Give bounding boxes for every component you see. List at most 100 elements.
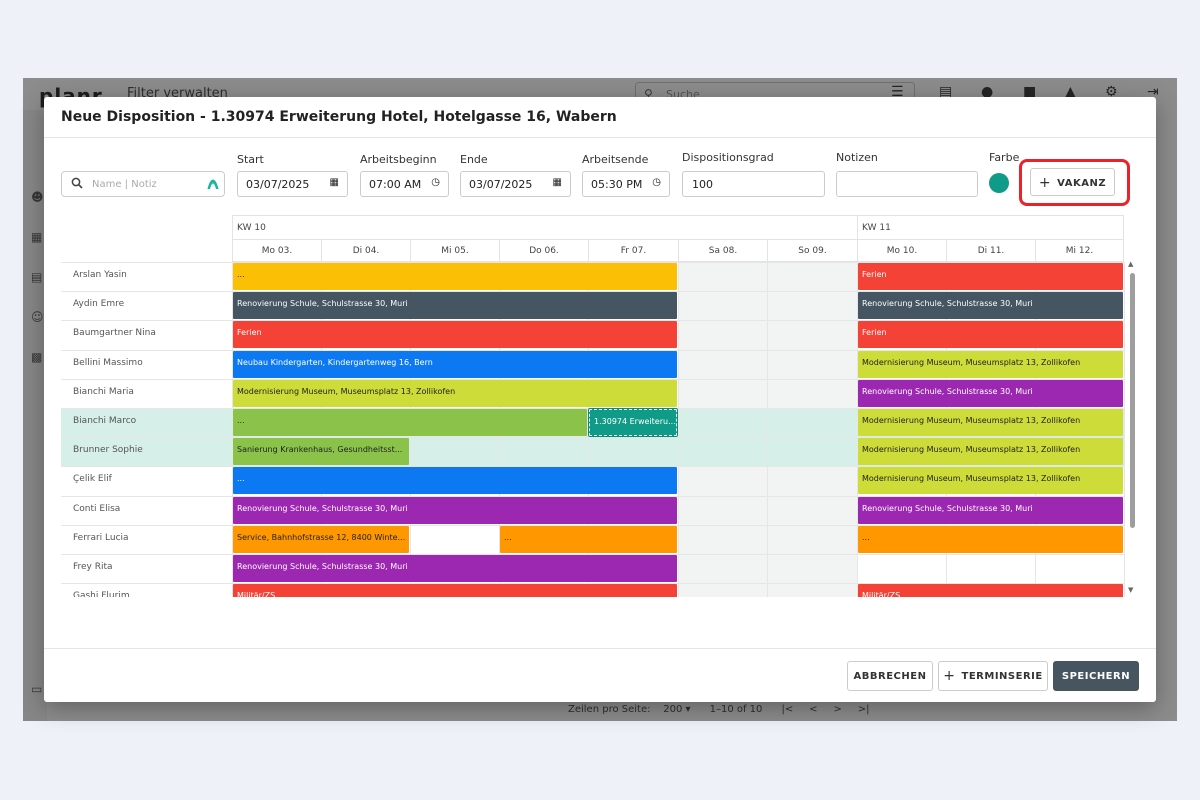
ende-date-input[interactable]: 03/07/2025 ▦ [460, 171, 571, 197]
assignment-bar[interactable]: 1.30974 Erweiteru... [588, 408, 678, 437]
clock-icon[interactable]: ◷ [431, 177, 440, 188]
schedule-grid: KW 10 KW 11 Mo 03. Di 04. Mi 05. Do 06. Fr 0… [61, 215, 1140, 597]
assignment-bar[interactable]: ... [233, 467, 677, 495]
assignment-bar[interactable]: Service, Bahnhofstrasse 12, 8400 Winte..… [233, 525, 409, 553]
next-page-icon[interactable]: > [833, 704, 842, 715]
vakanz-label: VAKANZ [1057, 178, 1107, 189]
logout-icon[interactable]: ⇥ [1147, 84, 1159, 100]
scroll-up-icon[interactable]: ▲ [1128, 260, 1134, 268]
last-page-icon[interactable]: >| [857, 704, 870, 715]
start-date-input[interactable]: 03/07/2025 ▦ [237, 171, 348, 197]
grid-column-line [1124, 262, 1125, 597]
save-button[interactable]: SPEICHERN [1053, 661, 1139, 691]
employee-name[interactable]: Aydin Emre [73, 299, 125, 310]
assignment-bar[interactable]: Modernisierung Museum, Museumsplatz 13, … [858, 438, 1123, 466]
assignment-bar[interactable]: Renovierung Schule, Schulstrasse 30, Mur… [858, 496, 1123, 524]
scroll-thumb[interactable] [1130, 273, 1135, 528]
calendar-icon[interactable]: ▦ [552, 177, 562, 188]
help-icon[interactable]: ● [981, 84, 994, 100]
assignment-bar[interactable]: Ferien [858, 321, 1123, 349]
assignment-bar[interactable]: ... [500, 525, 677, 553]
assignment-bar[interactable]: Militär/ZS [233, 584, 677, 597]
notizen-input[interactable] [836, 171, 978, 197]
prev-page-icon[interactable]: < [809, 704, 818, 715]
employee-name[interactable]: Bellini Massimo [73, 357, 143, 368]
employee-name[interactable]: Bianchi Maria [73, 386, 134, 397]
day-header: Fr 07. [588, 239, 678, 262]
grid-row-line [61, 554, 1124, 555]
calendar-icon[interactable]: ▦ [329, 177, 339, 188]
day-header: So 09. [767, 239, 857, 262]
assignment-bar[interactable]: Renovierung Schule, Schulstrasse 30, Mur… [858, 292, 1123, 320]
assignment-bar[interactable]: Ferien [858, 263, 1123, 290]
assignment-bar[interactable]: ... [233, 263, 677, 290]
start-date-value: 03/07/2025 [246, 178, 310, 191]
terminserie-button[interactable]: + TERMINSERIE [938, 661, 1048, 691]
day-header: Di 11. [946, 239, 1035, 262]
scroll-down-icon[interactable]: ▼ [1128, 586, 1134, 594]
dialog-title: Neue Disposition - 1.30974 Erweiterung H… [61, 109, 617, 125]
assignment-bar[interactable]: Modernisierung Museum, Museumsplatz 13, … [858, 409, 1123, 436]
grid-scrollbar[interactable]: ▲ ▼ [1127, 260, 1137, 596]
clock-icon[interactable]: ◷ [652, 177, 661, 188]
first-page-icon[interactable]: |< [781, 704, 794, 715]
assignment-bar[interactable]: Renovierung Schule, Schulstrasse 30, Mur… [233, 292, 677, 320]
name-search-field[interactable] [61, 171, 225, 197]
employee-name[interactable]: Bianchi Marco [73, 416, 137, 426]
employee-name[interactable]: Brunner Sophie [73, 445, 143, 456]
info-icon[interactable]: ■ [1023, 84, 1037, 100]
dispositionsgrad-input[interactable]: 100 [682, 171, 825, 197]
assignment-bar[interactable]: Modernisierung Museum, Museumsplatz 13, … [858, 350, 1123, 378]
ende-date-value: 03/07/2025 [469, 178, 533, 191]
bell-icon[interactable]: ▲ [1065, 84, 1076, 100]
arbeitsbeginn-time-input[interactable]: 07:00 AM ◷ [360, 171, 449, 197]
grid-row-line [61, 349, 1124, 351]
terminserie-label: TERMINSERIE [961, 671, 1043, 682]
person-icon[interactable]: ☺ [31, 310, 44, 324]
name-search-input[interactable] [92, 176, 192, 193]
plus-icon: + [1038, 175, 1052, 191]
users-icon[interactable]: ☻ [31, 190, 44, 204]
book-icon[interactable]: ▤ [939, 84, 953, 100]
assignment-bar[interactable]: Modernisierung Museum, Museumsplatz 13, … [233, 379, 677, 407]
assignment-bar[interactable]: Renovierung Schule, Schulstrasse 30, Mur… [858, 379, 1123, 407]
vakanz-button[interactable]: + VAKANZ [1030, 168, 1115, 196]
rows-per-page-select[interactable]: 200 [663, 704, 683, 715]
grid-column-line [857, 262, 858, 597]
assignment-bar[interactable]: Ferien [233, 321, 677, 349]
employee-name[interactable]: Gashi Flurim [73, 591, 130, 597]
title-divider [44, 137, 1156, 138]
assignment-bar[interactable]: Renovierung Schule, Schulstrasse 30, Mur… [233, 496, 677, 524]
color-picker-swatch[interactable] [989, 173, 1009, 193]
day-header: Mi 12. [1035, 239, 1124, 262]
employee-name[interactable]: Ferrari Lucia [73, 532, 129, 543]
gear-icon[interactable]: ⚙ [1105, 84, 1118, 100]
plus-icon: + [943, 668, 956, 684]
document-icon[interactable]: ▤ [31, 270, 43, 284]
ai-assist-icon[interactable] [206, 176, 220, 190]
assignment-bar[interactable]: Renovierung Schule, Schulstrasse 30, Mur… [233, 555, 677, 582]
org-icon[interactable]: ▩ [31, 350, 43, 364]
assignment-bar[interactable]: Neubau Kindergarten, Kindergartenweg 16,… [233, 350, 677, 378]
grid-column-line [678, 262, 679, 597]
employee-name[interactable]: Conti Elisa [73, 503, 121, 514]
employee-name[interactable]: Arslan Yasin [73, 270, 127, 280]
assignment-bar[interactable]: Modernisierung Museum, Museumsplatz 13, … [858, 467, 1123, 495]
tune-icon[interactable]: ☰ [891, 84, 904, 100]
assignment-bar[interactable]: Sanierung Krankenhaus, Gesundheitsst... [233, 438, 409, 466]
assignment-bar[interactable]: ... [858, 525, 1123, 553]
arbeitsbeginn-value: 07:00 AM [369, 178, 422, 191]
grid-icon[interactable]: ▦ [31, 230, 43, 244]
assignment-bar[interactable]: ... [233, 409, 587, 436]
device-icon[interactable]: ▭ [31, 682, 43, 696]
employee-name[interactable]: Çelik Elif [73, 474, 112, 485]
search-icon: ⚲ [644, 87, 653, 101]
arbeitsende-time-input[interactable]: 05:30 PM ◷ [582, 171, 670, 197]
grid-row-line [61, 378, 1124, 380]
employee-name[interactable]: Frey Rita [73, 562, 113, 572]
grid-row-line [61, 262, 1124, 263]
assignment-bar[interactable]: Militär/ZS [858, 584, 1123, 597]
cancel-button[interactable]: ABBRECHEN [847, 661, 933, 691]
employee-name[interactable]: Baumgartner Nina [73, 328, 156, 339]
start-label: Start [237, 153, 264, 166]
